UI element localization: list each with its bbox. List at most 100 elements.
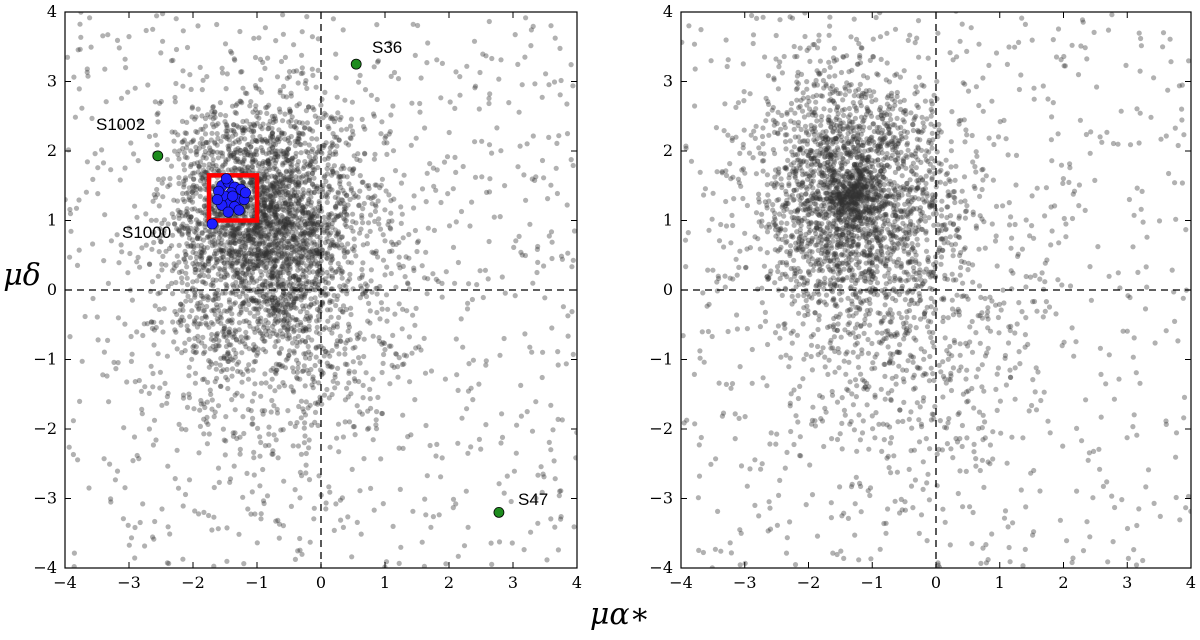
field-star-point xyxy=(143,211,148,216)
field-star-point xyxy=(854,475,859,480)
field-star-point xyxy=(221,427,226,432)
field-star-point xyxy=(102,350,107,355)
field-star-point xyxy=(152,192,157,197)
field-star-point xyxy=(569,264,574,269)
field-star-point xyxy=(432,228,437,233)
field-star-point xyxy=(211,232,216,237)
field-star-point xyxy=(315,325,320,330)
field-star-point xyxy=(1078,118,1083,123)
field-star-point xyxy=(361,395,366,400)
field-star-point xyxy=(552,525,557,530)
field-star-point xyxy=(260,139,265,144)
field-star-point xyxy=(294,119,299,124)
field-star-point xyxy=(281,32,286,37)
field-star-point xyxy=(377,316,382,321)
field-star-point xyxy=(417,110,422,115)
field-star-point xyxy=(122,485,127,490)
field-star-point xyxy=(548,516,553,521)
x-tick-label: 0 xyxy=(316,573,326,592)
field-star-point xyxy=(230,366,235,371)
field-star-point xyxy=(283,189,288,194)
field-star-point xyxy=(137,265,142,270)
field-star-point xyxy=(251,122,256,127)
field-star-point xyxy=(333,501,338,506)
field-star-point xyxy=(177,422,182,427)
field-star-point xyxy=(359,532,364,537)
field-star-point xyxy=(456,554,461,559)
field-star-point xyxy=(520,82,525,87)
field-star-point xyxy=(423,512,428,517)
field-star-point xyxy=(511,245,516,250)
field-star-point xyxy=(243,245,248,250)
field-star-point xyxy=(459,416,464,421)
field-star-point xyxy=(238,69,243,74)
field-star-point xyxy=(224,86,229,91)
field-star-point xyxy=(713,547,718,552)
field-star-point xyxy=(419,75,424,80)
field-star-point xyxy=(370,377,375,382)
field-star-point xyxy=(541,472,546,477)
field-star-point xyxy=(305,201,310,206)
field-star-point xyxy=(258,394,263,399)
field-star-point xyxy=(266,432,271,437)
field-star-point xyxy=(366,183,371,188)
field-star-point xyxy=(200,335,205,340)
field-star-point xyxy=(317,309,322,314)
field-star-point xyxy=(341,174,346,179)
field-star-point xyxy=(520,252,525,257)
field-star-point xyxy=(322,90,327,95)
field-star-point xyxy=(290,365,295,370)
field-star-point xyxy=(220,251,225,256)
field-star-point xyxy=(77,248,82,253)
field-star-point xyxy=(201,308,206,313)
field-star-point xyxy=(115,38,120,43)
field-star-point xyxy=(121,516,126,521)
field-star-point xyxy=(405,281,410,286)
field-star-point xyxy=(203,149,208,154)
field-star-point xyxy=(272,388,277,393)
field-star-point xyxy=(335,95,340,100)
field-star-point xyxy=(1056,131,1061,136)
field-star-point xyxy=(281,201,286,206)
field-star-point xyxy=(184,120,189,125)
field-star-point xyxy=(1049,158,1054,163)
field-star-point xyxy=(273,142,278,147)
field-star-point xyxy=(209,407,214,412)
field-star-point xyxy=(318,367,323,372)
field-star-point xyxy=(1179,107,1184,112)
field-star-point xyxy=(218,100,223,105)
field-star-point xyxy=(811,268,816,273)
field-star-point xyxy=(414,249,419,254)
field-star-point xyxy=(474,282,479,287)
field-star-point xyxy=(249,276,254,281)
field-star-point xyxy=(372,64,377,69)
field-star-point xyxy=(483,53,488,58)
field-star-point xyxy=(367,387,372,392)
field-star-point xyxy=(466,281,471,286)
field-star-point xyxy=(126,34,131,39)
field-star-point xyxy=(907,417,912,422)
field-star-point xyxy=(294,183,299,188)
field-star-point xyxy=(68,229,73,234)
field-star-point xyxy=(970,280,975,285)
field-star-point xyxy=(473,84,478,89)
field-star-point xyxy=(230,261,235,266)
field-star-point xyxy=(412,397,417,402)
field-star-point xyxy=(883,531,888,536)
cluster-member-point xyxy=(207,219,217,229)
field-star-point xyxy=(277,536,282,541)
field-star-point xyxy=(316,423,321,428)
field-star-point xyxy=(93,151,98,156)
field-star-point xyxy=(182,257,187,262)
field-star-point xyxy=(349,186,354,191)
field-star-point xyxy=(338,265,343,270)
field-star-point xyxy=(337,237,342,242)
field-star-point xyxy=(210,297,215,302)
field-star-point xyxy=(506,100,511,105)
field-star-point xyxy=(270,377,275,382)
field-star-point xyxy=(160,181,165,186)
field-star-point xyxy=(196,107,201,112)
field-star-point xyxy=(214,376,219,381)
field-star-point xyxy=(1177,517,1182,522)
field-star-point xyxy=(266,126,271,131)
